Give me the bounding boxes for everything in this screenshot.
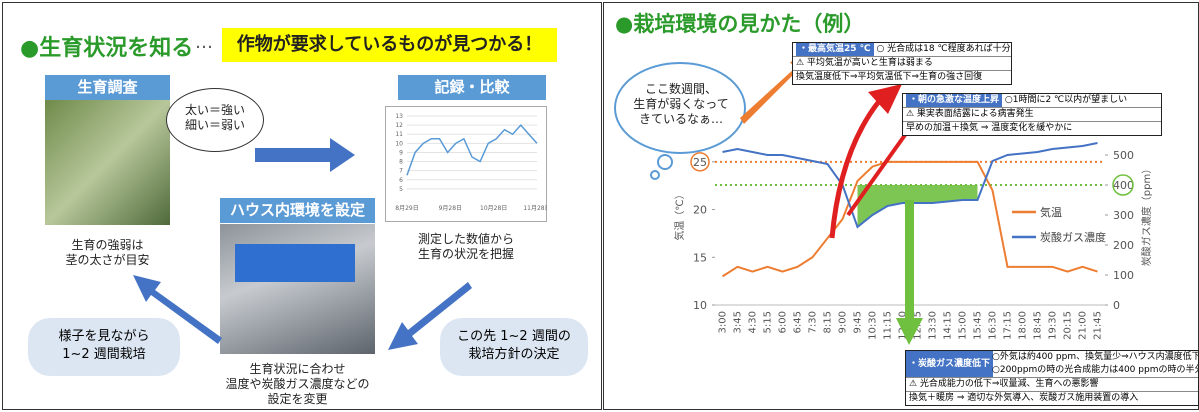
y-tick-label: 10 [693, 299, 707, 312]
y-tick-label: 15 [693, 251, 707, 264]
annotation-header: ・朝の急激な温度上昇 [906, 94, 1002, 107]
thought-dot [651, 171, 659, 179]
y-axis-label: 気温（℃） [673, 189, 686, 240]
x-tick-label: 15:45 [973, 311, 984, 340]
x-tick-label: 6:45 [793, 311, 804, 333]
x-tick-label: 10:30 [868, 311, 879, 340]
x-tick-label: 7:30 [808, 311, 819, 333]
y2-tick-label: 300 [1113, 209, 1134, 222]
y2-tick-label: 100 [1113, 269, 1134, 282]
annotation-line: 換気＋暖房 ⇒ 適切な外気導入、炭酸ガス施用装置の導入 [906, 392, 1198, 405]
page: ●生育状況を知る … 作物が要求しているものが見つかる！ 生育調査 太い＝強い … [0, 0, 1199, 412]
annotation-header: ・最高気温25 ℃ [796, 43, 874, 56]
y2-tick-label: 200 [1113, 239, 1134, 252]
x-tick-label: 4:30 [748, 311, 759, 333]
x-tick-label: 15:00 [958, 311, 969, 340]
thought-text: ここ数週間、 生育が弱くなって きているなぁ… [622, 82, 740, 127]
thought-line: ここ数週間、 [622, 82, 740, 97]
thought-dot [658, 155, 672, 169]
y2-axis-label: 炭酸ガス濃度（ppm） [1140, 164, 1153, 266]
x-tick-label: 17:15 [1003, 311, 1014, 340]
green-arrow [905, 200, 914, 320]
annotation-line: ○外気は約400 ppm、換気量少⇒ハウス内濃度低下 [992, 351, 1198, 364]
x-tick-label: 11:15 [883, 311, 894, 340]
x-tick-label: 5:15 [763, 311, 774, 333]
annotation-line: 早めの加温＋換気 ⇒ 温度変化を緩やかに [903, 122, 1161, 135]
x-tick-label: 9:45 [853, 311, 864, 333]
annotation-line: ⚠ 平均気温が高いと生育は弱まる [793, 57, 1011, 71]
annotation-line: ○1時間に2 ℃以内が望ましい [1005, 95, 1127, 105]
co2-deficit-area [858, 185, 978, 227]
annotation-header: ・炭酸ガス濃度低下 [906, 351, 993, 377]
x-tick-label: 6:00 [778, 311, 789, 333]
x-tick-label: 18:45 [1033, 311, 1044, 340]
annotation-line: 換気温度低下⇒平均気温低下⇒生育の強さ回復 [793, 71, 1011, 84]
x-tick-label: 20:15 [1063, 311, 1074, 340]
x-tick-label: 13:30 [928, 311, 939, 340]
y2-tick-label: 500 [1113, 149, 1134, 162]
annotation: ・最高気温25 ℃ ○ 光合成は18 ℃程度あれば十分 ⚠ 平均気温が高いと生育… [792, 42, 1012, 85]
annotation: ・炭酸ガス濃度低下 ○外気は約400 ppm、換気量少⇒ハウス内濃度低下 ○20… [905, 350, 1199, 406]
x-tick-label: 8:15 [823, 311, 834, 333]
x-tick-label: 19:30 [1048, 311, 1059, 340]
legend-label: 気温 [1040, 205, 1062, 219]
annotation-line: ○200ppmの時の光合成能力は400 ppmの時の半分 [992, 364, 1198, 377]
y-tick-label: 25 [693, 156, 707, 169]
x-tick-label: 3:00 [718, 311, 729, 333]
x-tick-label: 9:00 [838, 311, 849, 333]
annotation: ・朝の急激な温度上昇 ○1時間に2 ℃以内が望ましい ⚠ 果実表面結露による病害… [902, 93, 1162, 136]
x-tick-label: 16:30 [988, 311, 999, 340]
y-tick-label: 20 [693, 204, 707, 217]
x-tick-label: 14:15 [943, 311, 954, 340]
x-tick-label: 3:45 [733, 311, 744, 333]
legend-label: 炭酸ガス濃度 [1040, 230, 1106, 244]
annotation-line: ○ 光合成は18 ℃程度あれば十分 [876, 44, 1010, 54]
x-tick-label: 18:00 [1018, 311, 1029, 340]
x-tick-label: 21:00 [1078, 311, 1089, 340]
annotation-line: ⚠ 光合成能力の低下⇒収量減、生育への悪影響 [906, 378, 1198, 392]
red-arrow [832, 100, 880, 238]
thought-line: 生育が弱くなって [622, 97, 740, 112]
annotation-line: ⚠ 果実表面結露による病害発生 [903, 108, 1161, 122]
y2-tick-label: 0 [1113, 299, 1120, 312]
x-tick-label: 21:45 [1093, 311, 1104, 340]
thought-line: きているなぁ… [622, 112, 740, 127]
